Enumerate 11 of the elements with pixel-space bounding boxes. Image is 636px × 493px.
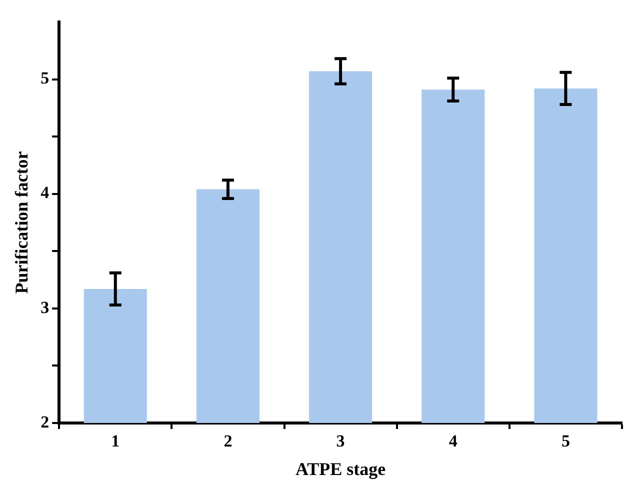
y-tick-label: 5 bbox=[40, 68, 50, 88]
x-axis-title: ATPE stage bbox=[295, 458, 386, 479]
y-tick-label: 2 bbox=[40, 412, 50, 432]
y-tick-label: 4 bbox=[40, 183, 50, 202]
y-tick-label: 3 bbox=[40, 298, 50, 317]
x-tick-label: 4 bbox=[448, 432, 458, 451]
x-tick-label: 3 bbox=[336, 432, 345, 451]
y-axis-title: Purification factor bbox=[11, 151, 32, 294]
x-tick-label: 1 bbox=[111, 432, 120, 451]
x-tick-label: 2 bbox=[224, 432, 232, 451]
x-tick-label: 5 bbox=[561, 432, 570, 451]
